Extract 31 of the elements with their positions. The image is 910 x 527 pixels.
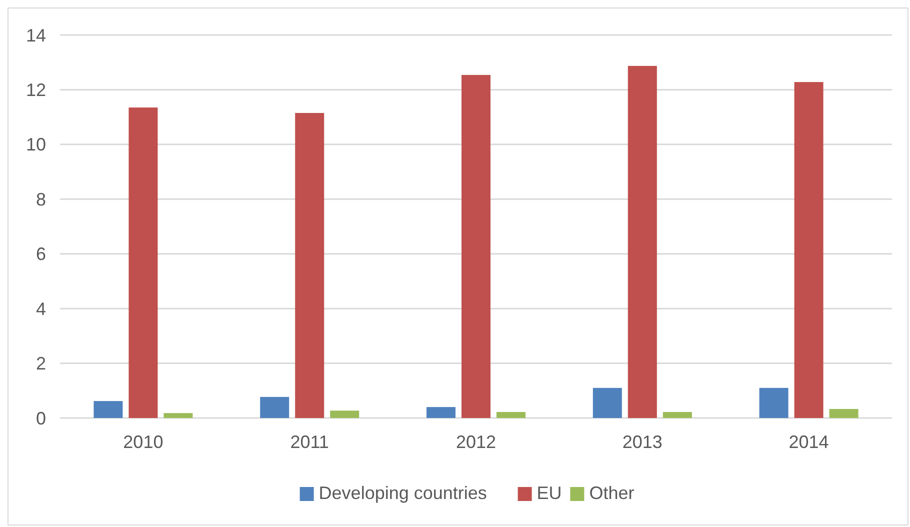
y-tick-label: 10 bbox=[26, 134, 46, 155]
bar bbox=[592, 388, 622, 418]
x-tick-label: 2013 bbox=[622, 432, 662, 452]
bar bbox=[794, 82, 824, 418]
y-tick-label: 14 bbox=[26, 25, 46, 46]
y-tick-label: 6 bbox=[36, 244, 46, 264]
y-tick-label: 2 bbox=[36, 354, 46, 374]
bar bbox=[662, 412, 692, 418]
bar bbox=[330, 410, 360, 418]
y-tick-label: 4 bbox=[36, 298, 46, 319]
x-tick-label: 2014 bbox=[788, 432, 829, 452]
bar bbox=[628, 66, 657, 418]
bar bbox=[426, 407, 456, 418]
bar bbox=[295, 112, 324, 418]
bar bbox=[260, 396, 290, 418]
bar bbox=[759, 388, 788, 418]
y-tick-label: 12 bbox=[26, 80, 46, 100]
legend-label: EU bbox=[536, 483, 562, 503]
bar bbox=[164, 413, 193, 418]
bar bbox=[829, 408, 858, 418]
bar bbox=[462, 74, 490, 418]
legend-label: Other bbox=[589, 483, 634, 503]
x-tick-label: 2011 bbox=[290, 432, 329, 452]
y-tick-label: 0 bbox=[36, 408, 46, 428]
x-tick-label: 2010 bbox=[123, 432, 164, 452]
y-tick-label: 8 bbox=[36, 189, 46, 210]
x-tick-label: 2012 bbox=[456, 432, 496, 452]
bar bbox=[128, 107, 158, 418]
bar bbox=[496, 412, 526, 418]
bar bbox=[94, 401, 123, 418]
legend-label: Developing countries bbox=[318, 483, 487, 503]
